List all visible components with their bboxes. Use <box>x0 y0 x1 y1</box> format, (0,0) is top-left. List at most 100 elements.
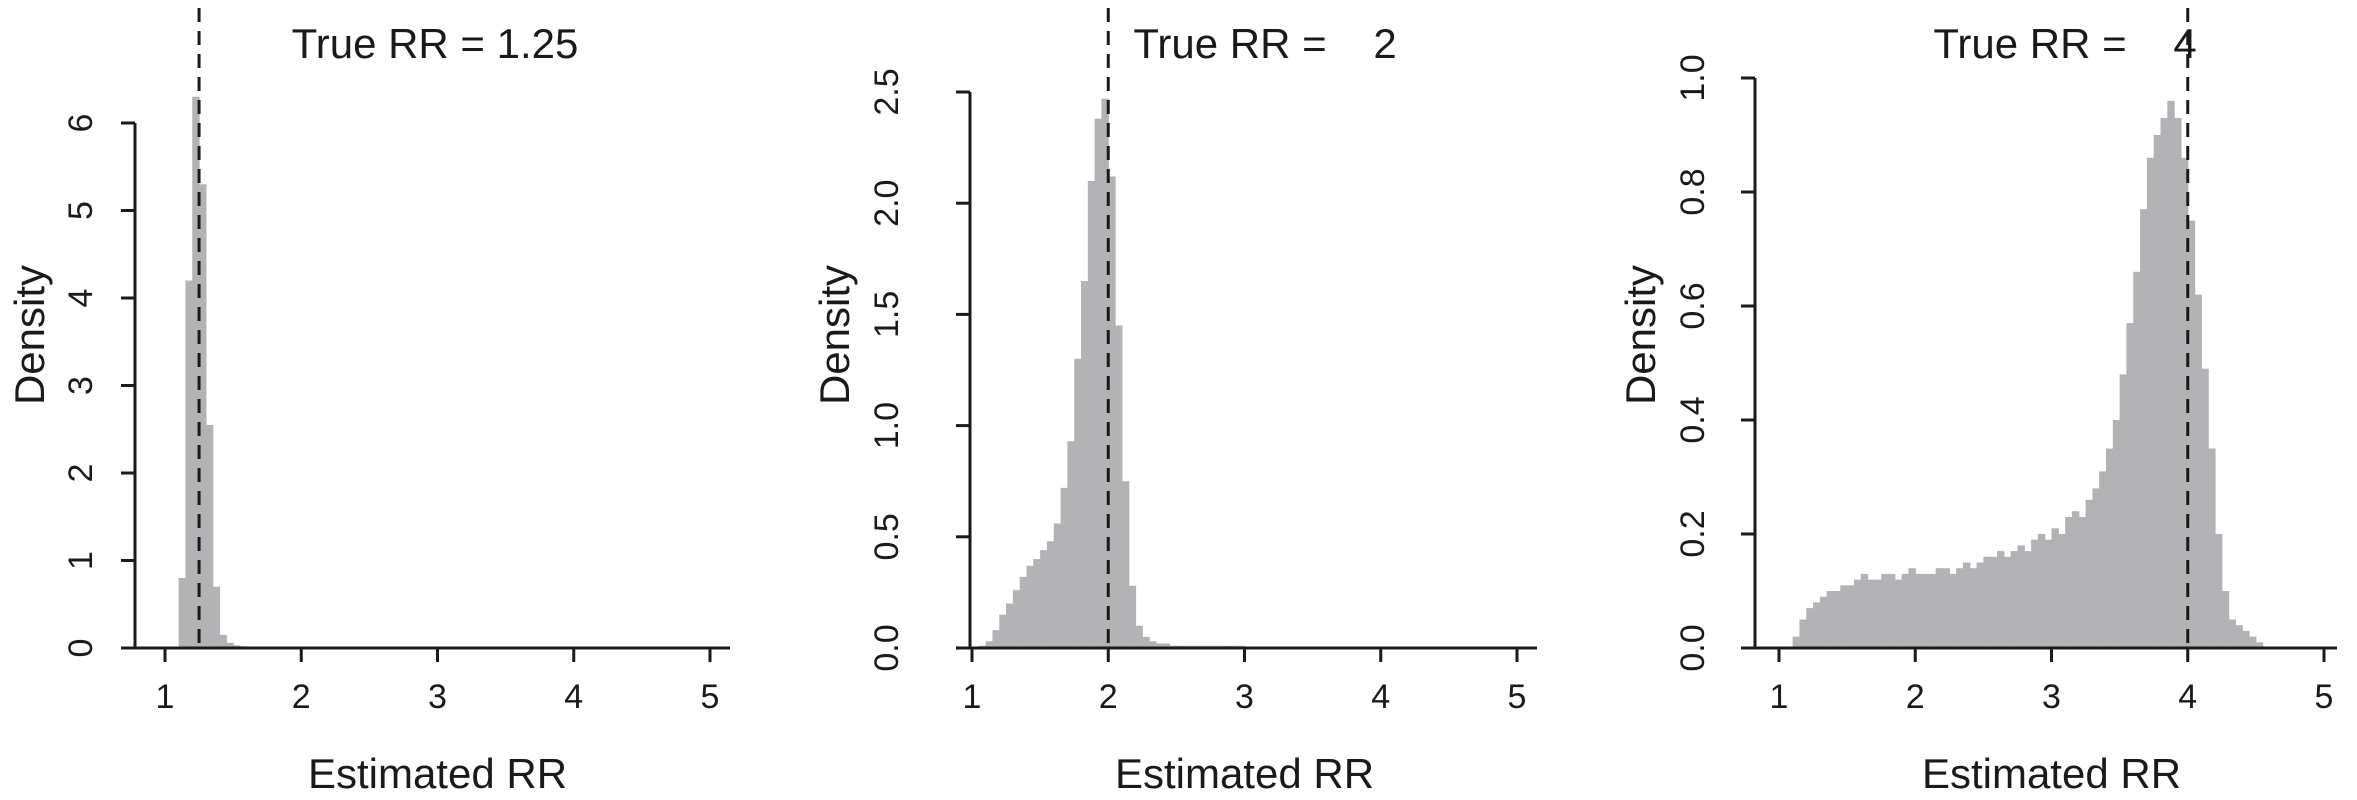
histogram-bar <box>1901 573 1910 648</box>
histogram-bar <box>1935 568 1944 648</box>
y-tick-label: 0.8 <box>1674 168 1712 215</box>
y-tick-label: 1.0 <box>1674 54 1712 101</box>
histogram-bar <box>2037 534 2046 648</box>
histogram-bar <box>992 630 1000 648</box>
histogram-bar <box>1792 636 1801 648</box>
histogram-bar <box>2140 209 2148 648</box>
histogram-bar <box>1149 641 1157 648</box>
histogram-bar <box>1826 591 1835 648</box>
histogram-bar <box>1806 608 1814 648</box>
y-axis-title: Density <box>1617 265 1664 405</box>
histogram-bar <box>185 280 193 648</box>
histogram-bar <box>226 642 234 648</box>
histogram-bar <box>2167 100 2175 649</box>
histogram-bar <box>2078 516 2087 648</box>
x-tick-label: 1 <box>963 678 982 716</box>
histogram-bar <box>2112 420 2121 648</box>
histogram-bar <box>2221 591 2230 648</box>
y-tick-label: 6 <box>62 114 100 133</box>
y-tick-label: 0.6 <box>1674 282 1712 329</box>
y-tick-label: 0.0 <box>1674 624 1712 671</box>
histogram-bar <box>2249 636 2257 648</box>
histogram-bar <box>1969 568 1978 648</box>
histogram-bar <box>2099 471 2107 648</box>
y-tick-label: 2.5 <box>868 68 906 115</box>
x-axis-title: Estimated RR <box>1922 750 2181 797</box>
histogram-bar <box>219 634 227 649</box>
histogram-bar <box>2003 556 2012 648</box>
histogram-bar <box>1108 176 1116 648</box>
histogram-bar <box>199 184 207 648</box>
x-axis-title: Estimated RR <box>1115 750 1374 797</box>
panel-title: True RR = 4 <box>1933 20 2196 67</box>
y-tick-label: 2.0 <box>868 180 906 227</box>
histogram-bar <box>2126 323 2134 648</box>
histogram-bar <box>1026 565 1034 648</box>
x-tick-label: 2 <box>292 678 311 716</box>
histogram-bar <box>1928 573 1937 648</box>
histogram-bar <box>1101 98 1109 649</box>
histogram-bar <box>2024 551 2032 648</box>
x-tick-label: 3 <box>2042 678 2061 716</box>
histogram-bar <box>1860 573 1869 648</box>
histogram-bar <box>1853 579 1862 648</box>
histogram-bar <box>1012 590 1021 648</box>
histogram-bar <box>2051 528 2059 648</box>
histogram-bar <box>1922 573 1930 648</box>
y-tick-label: 5 <box>62 201 100 220</box>
histogram-bar <box>1040 550 1048 648</box>
histogram-bar <box>1087 180 1096 648</box>
histogram-bar <box>999 614 1007 648</box>
y-tick-label: 0.5 <box>868 513 906 560</box>
x-axis-title: Estimated RR <box>308 750 567 797</box>
panel-title: True RR = 1.25 <box>292 20 579 67</box>
histogram-bar <box>1997 551 2005 648</box>
histogram-bar <box>2058 534 2066 648</box>
histogram-bar <box>1074 358 1082 648</box>
histogram-bar <box>1006 603 1014 648</box>
histogram-bar <box>2187 220 2196 648</box>
histogram-bar <box>2174 117 2182 648</box>
x-tick-label: 1 <box>156 678 175 716</box>
histogram-bar <box>1949 573 1957 648</box>
x-tick-label: 1 <box>1770 678 1789 716</box>
histogram-bar <box>2092 488 2100 648</box>
histogram-bar <box>1867 579 1875 648</box>
histogram-bar <box>1094 118 1103 648</box>
histogram-bar <box>1840 585 1848 648</box>
histogram-bar <box>1956 568 1964 648</box>
chart-panel-2: 1 2 3 4 5 0.0 0.5 1.0 1.5 2.0 2.5 True RR = 2 Estima… <box>811 8 1537 797</box>
histogram-bar <box>1081 281 1089 648</box>
histogram-bar <box>1976 562 1984 648</box>
histogram-bar <box>1813 602 1821 648</box>
x-tick-label: 2 <box>1099 678 1118 716</box>
histogram-bar <box>1162 643 1171 648</box>
histogram-bar <box>2133 271 2141 648</box>
histogram-bar <box>1990 556 1998 648</box>
x-tick-label: 5 <box>1508 678 1527 716</box>
histogram-bar <box>1942 568 1950 648</box>
histogram-bar <box>1819 596 1828 648</box>
histogram-bar <box>1894 579 1903 648</box>
histogram-bar <box>178 578 187 648</box>
histogram-bar <box>1983 556 1991 648</box>
histogram-bar <box>1067 441 1075 648</box>
histogram-bar <box>2201 368 2209 648</box>
x-tick-label: 5 <box>2315 678 2334 716</box>
histogram-bar <box>2146 157 2155 649</box>
histogram-bar <box>2208 448 2216 648</box>
histogram-bar <box>985 641 994 648</box>
y-tick-label: 4 <box>62 289 100 308</box>
histogram-bar <box>1053 523 1062 648</box>
histogram-bar <box>1155 643 1164 648</box>
y-tick-label: 0 <box>62 639 100 658</box>
histogram-bar <box>2017 545 2025 648</box>
histogram-bar <box>2215 534 2223 648</box>
histogram-bar <box>1135 625 1143 648</box>
histogram-bar <box>2242 630 2250 648</box>
histogram-bar <box>1121 481 1130 648</box>
y-tick-label: 3 <box>62 376 100 395</box>
y-tick-label: 0.4 <box>1674 396 1712 443</box>
histogram-bar <box>2010 551 2019 648</box>
